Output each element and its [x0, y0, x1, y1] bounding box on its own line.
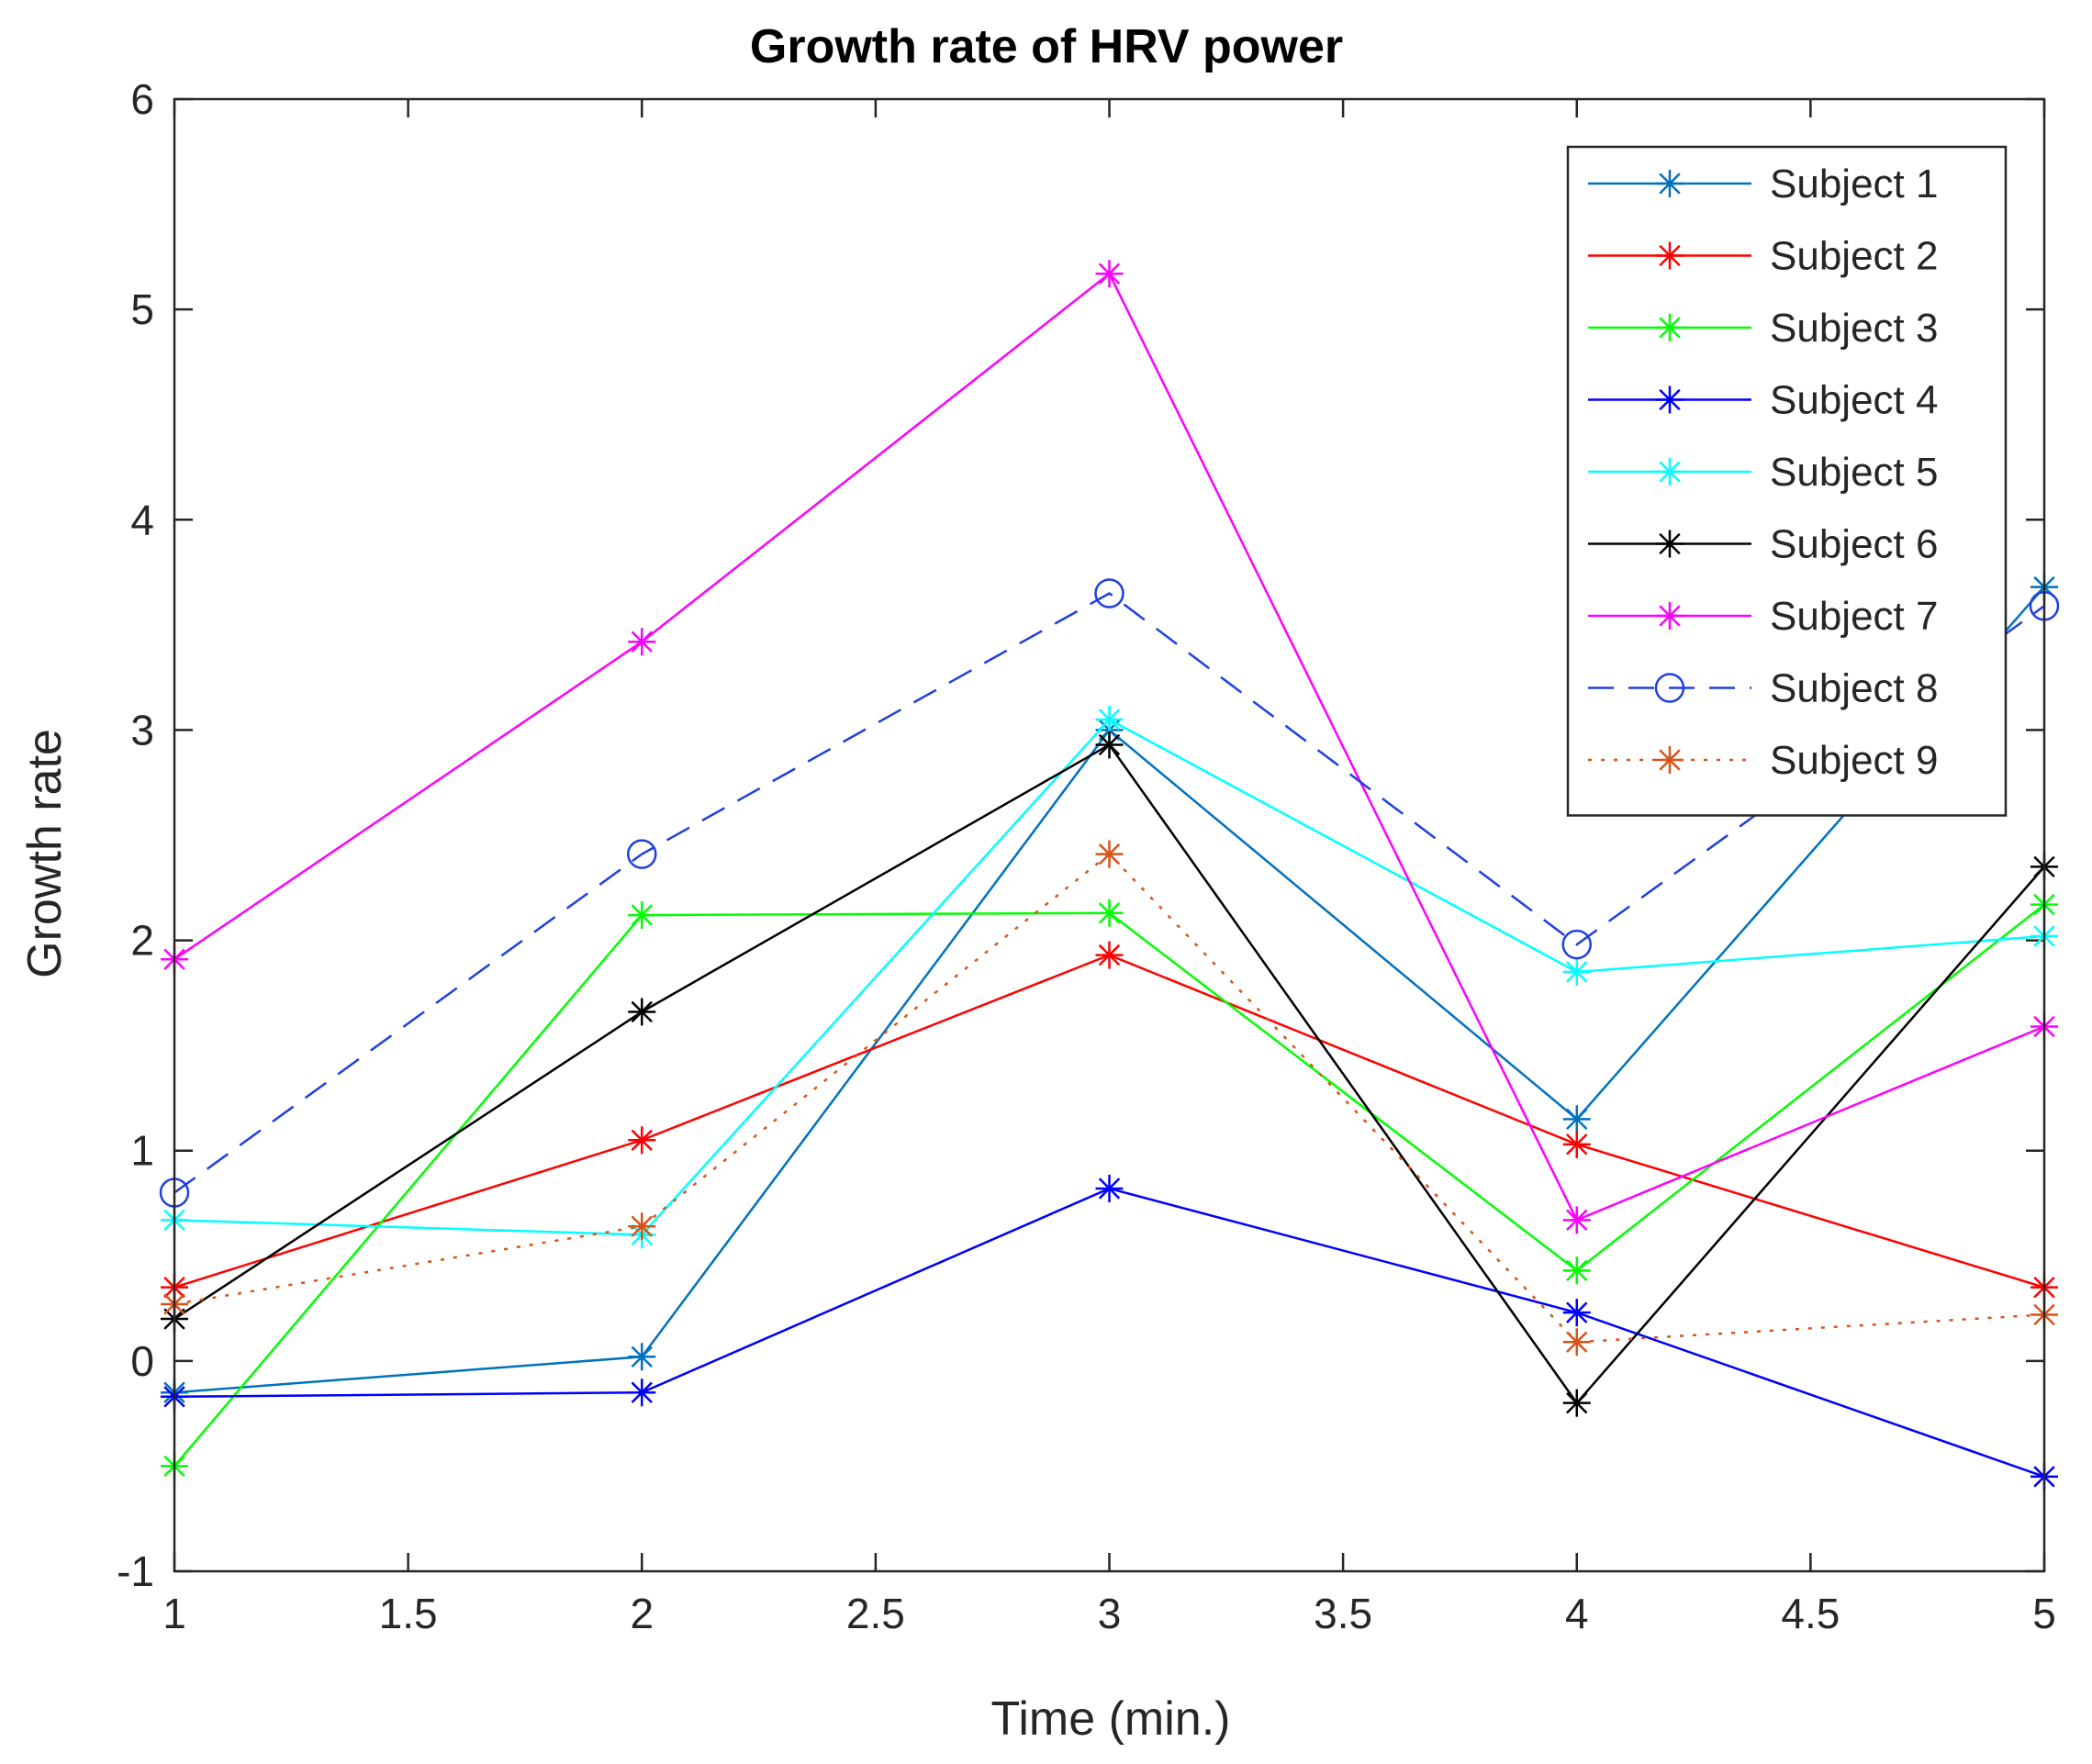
series-line: [173, 852, 2045, 1344]
y-tick-label: 6: [130, 75, 154, 123]
plot-area: [159, 260, 2060, 1490]
axes-box: [173, 97, 2046, 1573]
y-tick-label: 3: [130, 706, 154, 754]
legend-item: Subject 5: [1588, 450, 1938, 495]
data-point: [1562, 1256, 1591, 1285]
legend-label: Subject 5: [1770, 450, 1938, 495]
legend-item: Subject 8: [1588, 666, 1938, 711]
legend-label: Subject 6: [1770, 522, 1938, 567]
x-tick-label: 3: [1098, 1590, 1122, 1637]
data-point: [1561, 929, 1592, 960]
legend-marker: [1656, 530, 1684, 558]
x-tick-label: 1.5: [379, 1590, 438, 1637]
series-7: [161, 260, 2058, 1234]
legend-item: Subject 3: [1588, 306, 1938, 351]
x-tick-label: 1: [162, 1590, 186, 1637]
legend-label: Subject 8: [1770, 666, 1938, 711]
legend-item: Subject 6: [1588, 522, 1938, 567]
legend-label: Subject 4: [1770, 378, 1938, 423]
data-point: [1562, 1328, 1591, 1356]
data-point: [628, 1379, 656, 1407]
data-point: [1095, 705, 1124, 733]
legend-box: [1566, 145, 2008, 817]
legend-marker: [1656, 746, 1684, 774]
y-axis-label: Growth rate: [18, 729, 72, 978]
legend-label: Subject 9: [1770, 738, 1938, 783]
legend: Subject 1 Subject 2 Subject 3 Subject 4 Subj…: [1566, 145, 2008, 817]
legend-marker: [1656, 602, 1684, 630]
legend-label: Subject 2: [1770, 234, 1938, 279]
data-point: [628, 998, 656, 1026]
legend-item: Subject 1: [1588, 162, 1938, 207]
legend-marker: [1656, 314, 1684, 341]
data-point: [628, 1212, 656, 1241]
legend-label: Subject 1: [1770, 162, 1938, 207]
y-tick-label: -1: [117, 1547, 154, 1595]
legend-marker: [1656, 241, 1684, 270]
data-point: [1562, 1389, 1591, 1417]
data-point: [628, 901, 656, 930]
data-point: [1562, 957, 1591, 986]
y-tick-label: 4: [130, 496, 154, 543]
legend-item: Subject 7: [1588, 594, 1938, 639]
data-point: [1094, 578, 1124, 608]
y-tick-label: 1: [130, 1127, 154, 1175]
legend-marker: [1656, 170, 1684, 197]
legend-marker: [1656, 458, 1684, 486]
x-tick-label: 5: [2032, 1590, 2056, 1637]
data-point: [1095, 1174, 1124, 1202]
legend-marker: [1656, 385, 1684, 414]
data-point: [1562, 1206, 1591, 1234]
y-tick-label: 0: [130, 1337, 154, 1385]
legend-marker: [1654, 673, 1685, 703]
x-tick-label: 4.5: [1781, 1590, 1840, 1637]
chart-title: Growth rate of HRV power: [750, 20, 1343, 73]
y-tick-label: 2: [130, 917, 154, 965]
y-tick-labels: -1 0 1 2 3 4 5 6: [117, 75, 154, 1595]
x-tick-label: 2.5: [846, 1590, 905, 1637]
x-tick-label: 3.5: [1314, 1590, 1372, 1637]
data-point: [628, 1126, 656, 1155]
x-tick-label: 2: [630, 1590, 654, 1637]
data-point: [1095, 260, 1124, 288]
x-tick-labels: 1 1.5 2 2.5 3 3.5 4 4.5 5: [162, 1590, 2056, 1637]
x-axis-label: Time (min.): [991, 1692, 1231, 1746]
legend-item: Subject 4: [1588, 378, 1938, 423]
data-point: [1562, 1299, 1591, 1327]
x-tick-label: 4: [1565, 1590, 1589, 1637]
legend-item: Subject 2: [1588, 234, 1938, 279]
data-point: [1095, 899, 1124, 927]
legend-label: Subject 7: [1770, 594, 1938, 639]
data-point: [1562, 1130, 1591, 1158]
data-point: [628, 628, 656, 656]
legend-label: Subject 3: [1770, 306, 1938, 351]
series-line: [173, 591, 2045, 1194]
data-point: [1095, 840, 1124, 868]
data-point: [1095, 731, 1124, 759]
data-point: [627, 839, 657, 869]
data-point: [628, 1343, 656, 1371]
data-point: [1095, 941, 1124, 969]
y-tick-label: 5: [130, 285, 154, 333]
data-point: [1562, 1105, 1591, 1133]
legend-item: Subject 9: [1588, 738, 1938, 783]
